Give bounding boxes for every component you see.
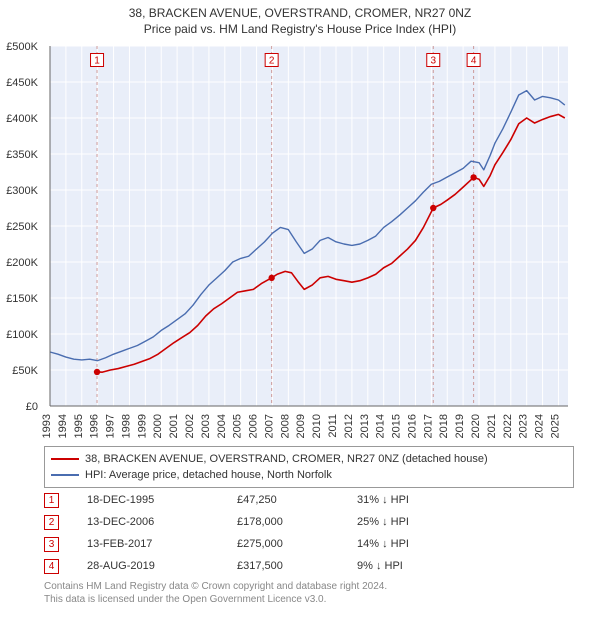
svg-text:£150K: £150K [6,293,38,305]
svg-text:2008: 2008 [279,414,291,438]
legend: 38, BRACKEN AVENUE, OVERSTRAND, CROMER, … [44,446,574,488]
svg-text:1995: 1995 [73,414,85,438]
sale-date: 18-DEC-1995 [87,494,237,506]
svg-text:1: 1 [94,56,100,67]
svg-text:£200K: £200K [6,257,38,269]
legend-label: 38, BRACKEN AVENUE, OVERSTRAND, CROMER, … [85,453,488,465]
sale-marker-number: 2 [44,515,59,530]
footer: Contains HM Land Registry data © Crown c… [44,580,574,606]
svg-text:2006: 2006 [248,414,260,438]
svg-text:2015: 2015 [391,414,403,438]
svg-text:2021: 2021 [486,414,498,438]
svg-text:1999: 1999 [136,414,148,438]
footer-line-2: This data is licensed under the Open Gov… [44,593,574,606]
sale-hpi-delta: 31% ↓ HPI [357,494,477,506]
svg-text:£350K: £350K [6,149,38,161]
svg-text:£400K: £400K [6,113,38,125]
svg-text:2023: 2023 [518,414,530,438]
svg-text:1996: 1996 [89,414,101,438]
sale-date: 13-FEB-2017 [87,538,237,550]
title-line-2: Price paid vs. HM Land Registry's House … [0,22,600,36]
legend-swatch [51,458,79,460]
sale-hpi-delta: 14% ↓ HPI [357,538,477,550]
svg-text:2019: 2019 [454,414,466,438]
svg-text:2005: 2005 [232,414,244,438]
sale-row: 1 18-DEC-1995£47,25031% ↓ HPI [44,490,574,510]
svg-text:2025: 2025 [549,414,561,438]
svg-text:2007: 2007 [263,414,275,438]
legend-label: HPI: Average price, detached house, Nort… [85,469,332,481]
chart-titles: 38, BRACKEN AVENUE, OVERSTRAND, CROMER, … [0,6,600,36]
sale-marker-number: 4 [44,559,59,574]
svg-text:£250K: £250K [6,221,38,233]
svg-text:2017: 2017 [422,414,434,438]
footer-line-1: Contains HM Land Registry data © Crown c… [44,580,574,593]
chart: £0£50K£100K£150K£200K£250K£300K£350K£400… [44,46,574,406]
svg-text:£450K: £450K [6,77,38,89]
sale-row: 2 13-DEC-2006£178,00025% ↓ HPI [44,512,574,532]
sale-row: 4 28-AUG-2019£317,5009% ↓ HPI [44,556,574,576]
svg-text:2022: 2022 [502,414,514,438]
svg-text:2002: 2002 [184,414,196,438]
legend-row: HPI: Average price, detached house, Nort… [51,467,567,483]
sale-date: 13-DEC-2006 [87,516,237,528]
sale-hpi-delta: 9% ↓ HPI [357,560,477,572]
svg-text:2020: 2020 [470,414,482,438]
chart-svg: £0£50K£100K£150K£200K£250K£300K£350K£400… [44,46,574,406]
title-line-1: 38, BRACKEN AVENUE, OVERSTRAND, CROMER, … [0,6,600,20]
sale-hpi-delta: 25% ↓ HPI [357,516,477,528]
sale-row: 3 13-FEB-2017£275,00014% ↓ HPI [44,534,574,554]
svg-text:3: 3 [430,56,436,67]
sale-price: £317,500 [237,560,357,572]
svg-text:£50K: £50K [12,365,38,377]
sales-table: 1 18-DEC-1995£47,25031% ↓ HPI 2 13-DEC-2006… [44,490,574,578]
sale-price: £47,250 [237,494,357,506]
legend-swatch [51,474,79,476]
legend-row: 38, BRACKEN AVENUE, OVERSTRAND, CROMER, … [51,451,567,467]
svg-text:£100K: £100K [6,329,38,341]
svg-text:£300K: £300K [6,185,38,197]
svg-text:1994: 1994 [57,414,69,438]
sale-date: 28-AUG-2019 [87,560,237,572]
svg-text:2018: 2018 [438,414,450,438]
svg-text:£500K: £500K [6,41,38,53]
svg-text:1993: 1993 [41,414,53,438]
svg-text:2013: 2013 [359,414,371,438]
sale-marker-number: 3 [44,537,59,552]
svg-text:4: 4 [471,56,477,67]
svg-text:£0: £0 [26,401,38,413]
sale-marker-number: 1 [44,493,59,508]
svg-text:2001: 2001 [168,414,180,438]
svg-text:2012: 2012 [343,414,355,438]
svg-text:2010: 2010 [311,414,323,438]
svg-text:1997: 1997 [105,414,117,438]
svg-text:2009: 2009 [295,414,307,438]
svg-text:2014: 2014 [375,414,387,438]
svg-text:2004: 2004 [216,414,228,438]
svg-text:2011: 2011 [327,414,339,438]
sale-price: £178,000 [237,516,357,528]
svg-text:2024: 2024 [534,414,546,438]
svg-text:2003: 2003 [200,414,212,438]
svg-text:2016: 2016 [406,414,418,438]
sale-price: £275,000 [237,538,357,550]
svg-text:2: 2 [269,56,275,67]
svg-text:1998: 1998 [120,414,132,438]
svg-text:2000: 2000 [152,414,164,438]
